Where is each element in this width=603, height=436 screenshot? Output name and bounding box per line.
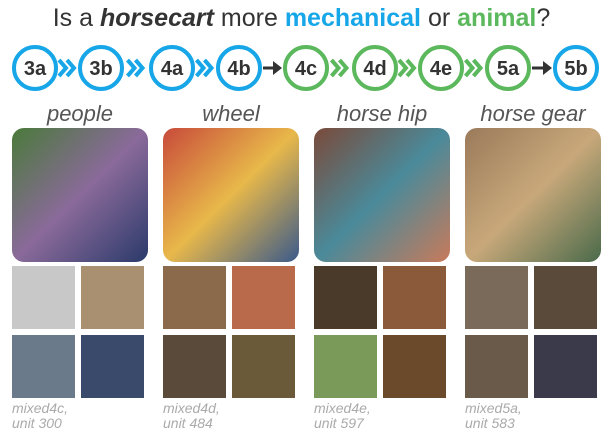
dataset-example <box>232 335 295 398</box>
caption: mixed4d, <box>163 400 220 416</box>
dataset-example <box>465 335 528 398</box>
dataset-example <box>534 266 597 329</box>
arrow <box>466 60 473 76</box>
node-label: 4e <box>430 58 452 80</box>
arrow <box>128 60 135 76</box>
feature-visualization <box>465 128 601 262</box>
column-label: horse hip <box>337 101 428 126</box>
dataset-example <box>465 266 528 329</box>
arrow-head <box>273 61 282 75</box>
arrow <box>399 60 406 76</box>
dataset-example <box>314 266 377 329</box>
dataset-example <box>81 266 144 329</box>
node-label: 4b <box>227 58 250 80</box>
feature-visualization <box>163 128 299 262</box>
figure: 3a 3b 4a 4b 4c 4d 4e 5a 5b people mixed4c,unit 300… <box>0 0 603 436</box>
dataset-example <box>81 335 144 398</box>
arrow <box>197 60 204 76</box>
arrow-head <box>543 61 552 75</box>
node-label: 4a <box>161 58 184 80</box>
dataset-example <box>12 266 75 329</box>
caption: unit 583 <box>465 415 515 431</box>
dataset-example <box>314 335 377 398</box>
column-label: horse gear <box>480 101 587 126</box>
caption: mixed5a, <box>465 400 522 416</box>
dataset-example <box>163 266 226 329</box>
feature-visualization <box>12 128 148 262</box>
dataset-example <box>12 335 75 398</box>
caption: mixed4e, <box>314 400 371 416</box>
node-label: 3b <box>89 58 112 80</box>
node-label: 4c <box>295 58 317 80</box>
node-label: 5b <box>564 58 587 80</box>
caption: unit 484 <box>163 415 213 431</box>
dataset-example <box>534 335 597 398</box>
page: Is a horsecart more mechanical or animal… <box>0 0 603 436</box>
node-label: 3a <box>24 58 47 80</box>
dataset-example <box>383 266 446 329</box>
arrow <box>59 60 66 76</box>
node-label: 4d <box>363 58 386 80</box>
dataset-example <box>232 266 295 329</box>
caption: unit 300 <box>12 415 62 431</box>
dataset-example <box>383 335 446 398</box>
column-label: people <box>46 101 113 126</box>
feature-visualization <box>314 128 450 262</box>
dataset-example <box>163 335 226 398</box>
column-label: wheel <box>202 101 261 126</box>
caption: unit 597 <box>314 415 365 431</box>
caption: mixed4c, <box>12 400 68 416</box>
node-label: 5a <box>497 58 520 80</box>
arrow <box>332 60 339 76</box>
